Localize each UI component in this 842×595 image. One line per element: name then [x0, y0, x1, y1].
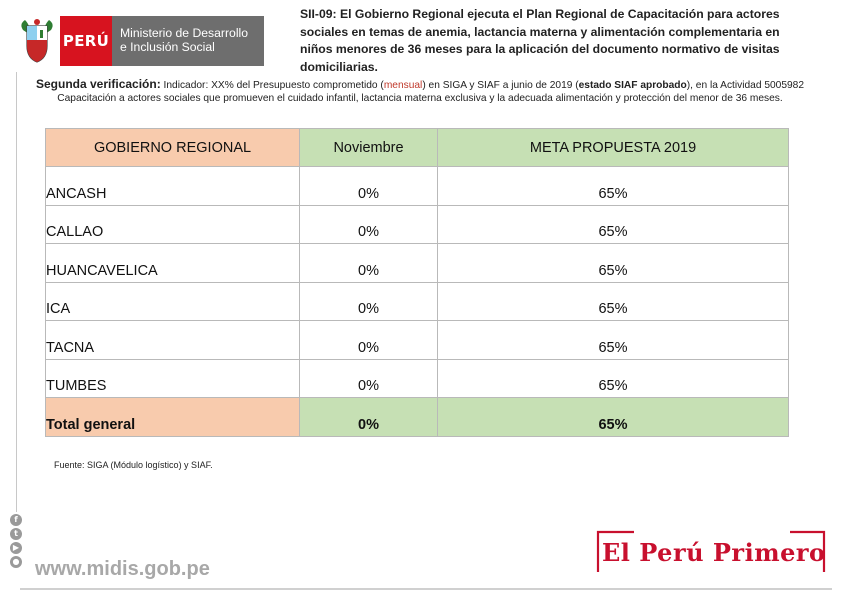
peru-label: PERÚ — [60, 16, 112, 66]
footer-line — [20, 588, 832, 590]
source-note: Fuente: SIGA (Módulo logístico) y SIAF. — [54, 460, 213, 470]
meta-cell: 65% — [437, 358, 789, 398]
meta-cell: 65% — [437, 166, 789, 206]
header-meta-propuesta: META PROPUESTA 2019 — [437, 128, 789, 167]
total-noviembre: 0% — [299, 397, 438, 437]
header-noviembre: Noviembre — [299, 128, 438, 167]
ministry-line-1: Ministerio de Desarrollo — [120, 26, 249, 40]
noviembre-cell: 0% — [299, 281, 438, 321]
table-row: ICA 0% 65% — [45, 281, 789, 321]
regional-table: GOBIERNO REGIONAL Noviembre META PROPUES… — [45, 128, 789, 437]
table-header-row: GOBIERNO REGIONAL Noviembre META PROPUES… — [45, 128, 789, 167]
verification-part-3: ), en la Actividad 5005982 Capacitación … — [57, 80, 804, 104]
coat-of-arms-icon — [14, 12, 60, 70]
region-cell: TACNA — [45, 320, 300, 360]
youtube-icon[interactable]: ▶ — [10, 542, 22, 554]
social-icons: f t ▶ ● — [10, 514, 26, 568]
ministry-name: Ministerio de Desarrollo e Inclusión Soc… — [112, 16, 264, 66]
table-row: ANCASH 0% 65% — [45, 166, 789, 206]
website-url[interactable]: www.midis.gob.pe — [35, 558, 210, 580]
region-cell: HUANCAVELICA — [45, 243, 300, 283]
total-label: Total general — [45, 397, 300, 437]
total-row: Total general 0% 65% — [45, 397, 789, 437]
meta-cell: 65% — [437, 320, 789, 360]
slogan-text: El Perú Primero — [602, 538, 826, 567]
facebook-icon[interactable]: f — [10, 514, 22, 526]
region-cell: CALLAO — [45, 204, 300, 244]
verification-lead: Segunda verificación: — [36, 77, 161, 91]
verification-part-1: Indicador: XX% del Presupuesto compromet… — [160, 80, 384, 91]
region-cell: ANCASH — [45, 166, 300, 206]
noviembre-cell: 0% — [299, 320, 438, 360]
verification-text: Segunda verificación: Indicador: XX% del… — [30, 78, 810, 105]
verification-part-2: ) en SIGA y SIAF a junio de 2019 ( — [422, 80, 579, 91]
table-row: TUMBES 0% 65% — [45, 358, 789, 398]
noviembre-cell: 0% — [299, 243, 438, 283]
page-title: SII-09: El Gobierno Regional ejecuta el … — [300, 7, 780, 74]
slogan-frame-icon — [596, 530, 826, 572]
meta-cell: 65% — [437, 281, 789, 321]
region-cell: ICA — [45, 281, 300, 321]
meta-cell: 65% — [437, 204, 789, 244]
header-gobierno-regional: GOBIERNO REGIONAL — [45, 128, 300, 167]
twitter-icon[interactable]: t — [10, 528, 22, 540]
midis-logo: PERÚ Ministerio de Desarrollo e Inclusió… — [14, 12, 268, 70]
table-row: TACNA 0% 65% — [45, 320, 789, 360]
region-cell: TUMBES — [45, 358, 300, 398]
total-meta: 65% — [437, 397, 789, 437]
ministry-line-2: e Inclusión Social — [120, 40, 215, 54]
noviembre-cell: 0% — [299, 358, 438, 398]
flickr-icon[interactable]: ● — [10, 556, 22, 568]
noviembre-cell: 0% — [299, 204, 438, 244]
el-peru-primero-logo: El Perú Primero — [594, 528, 828, 576]
table-row: CALLAO 0% 65% — [45, 204, 789, 244]
table-row: HUANCAVELICA 0% 65% — [45, 243, 789, 283]
verification-estado: estado SIAF aprobado — [578, 80, 687, 91]
meta-cell: 65% — [437, 243, 789, 283]
verification-mensual: mensual — [383, 80, 423, 91]
noviembre-cell: 0% — [299, 166, 438, 206]
left-divider — [16, 72, 17, 512]
